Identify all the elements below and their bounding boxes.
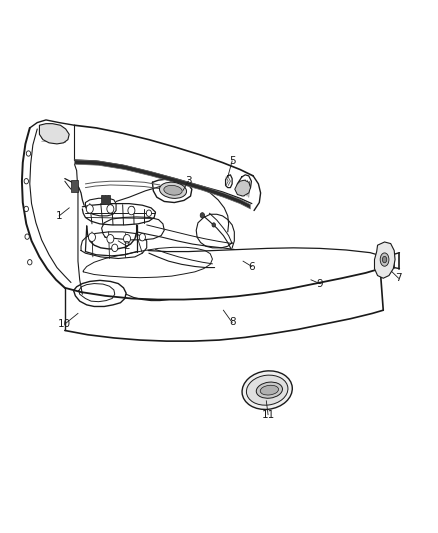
Bar (71, 180, 78, 192)
Text: 1: 1 (56, 211, 63, 221)
Bar (101, 195, 110, 204)
Ellipse shape (26, 151, 31, 156)
Ellipse shape (107, 205, 114, 213)
Ellipse shape (25, 234, 29, 239)
Ellipse shape (128, 206, 135, 215)
Text: 6: 6 (248, 262, 255, 271)
Text: 9: 9 (316, 279, 323, 288)
Ellipse shape (88, 233, 95, 241)
Ellipse shape (256, 382, 283, 398)
Ellipse shape (86, 205, 93, 213)
Text: 3: 3 (185, 176, 192, 186)
Ellipse shape (212, 223, 215, 227)
Ellipse shape (107, 235, 114, 243)
Ellipse shape (242, 371, 292, 409)
Ellipse shape (146, 210, 152, 216)
Ellipse shape (24, 179, 28, 184)
Text: 2: 2 (124, 241, 131, 251)
Text: 5: 5 (229, 156, 236, 166)
Ellipse shape (24, 206, 28, 212)
Ellipse shape (124, 235, 131, 243)
Ellipse shape (28, 260, 32, 265)
Polygon shape (39, 124, 69, 144)
Ellipse shape (112, 244, 118, 252)
Ellipse shape (164, 185, 182, 195)
Text: 10: 10 (58, 319, 71, 329)
Polygon shape (374, 242, 395, 278)
Ellipse shape (200, 213, 205, 218)
Ellipse shape (139, 233, 145, 241)
Ellipse shape (380, 253, 389, 266)
Polygon shape (74, 160, 251, 209)
Text: 8: 8 (229, 318, 236, 327)
Ellipse shape (247, 375, 288, 405)
Ellipse shape (260, 385, 279, 395)
Text: 7: 7 (395, 273, 402, 283)
Text: 11: 11 (261, 410, 275, 419)
Ellipse shape (159, 182, 187, 198)
Polygon shape (235, 180, 251, 196)
Ellipse shape (382, 256, 387, 263)
